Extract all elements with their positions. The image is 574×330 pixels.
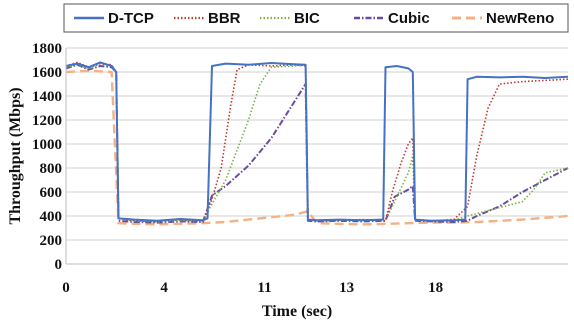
x-axis-title: Time (sec) — [262, 303, 332, 320]
x-tick-label-0: 0 — [62, 280, 70, 296]
y-tick-label-600: 600 — [40, 185, 63, 201]
y-tick-label-1000: 1000 — [32, 137, 62, 153]
axis-layer: 0 200 400 600 800 1000 1200 1400 1600 1800 0 4 11 13 1… — [32, 41, 568, 296]
legend-label-bic: BIC — [294, 10, 320, 27]
legend-label-newreno: NewReno — [486, 10, 554, 27]
legend: D-TCP BBR BIC Cubic NewReno — [63, 3, 569, 33]
legend-box — [63, 3, 569, 33]
y-tick-label-400: 400 — [40, 209, 63, 225]
grid-layer — [66, 47, 568, 265]
series-layer — [65, 61, 569, 226]
y-tick-label-1800: 1800 — [32, 41, 62, 57]
series-line-d-tcp — [65, 61, 569, 222]
legend-label-bbr: BBR — [208, 10, 241, 27]
series-line-newreno — [65, 69, 569, 226]
y-tick-label-1400: 1400 — [32, 89, 62, 105]
series-line-bbr — [65, 61, 569, 223]
legend-label-d-tcp: D-TCP — [108, 10, 154, 27]
y-tick-label-1200: 1200 — [32, 113, 62, 129]
x-tick-label-4: 18 — [428, 280, 443, 296]
y-tick-label-0: 0 — [55, 257, 63, 273]
series-line-bic — [65, 62, 569, 223]
x-tick-label-3: 13 — [339, 280, 354, 296]
y-tick-label-1600: 1600 — [32, 65, 62, 81]
y-tick-label-200: 200 — [40, 233, 63, 249]
x-tick-label-2: 11 — [257, 280, 271, 296]
legend-label-cubic: Cubic — [388, 10, 430, 27]
x-tick-label-1: 4 — [160, 280, 168, 296]
y-tick-label-800: 800 — [40, 161, 63, 177]
y-axis-title: Throughput (Mbps) — [7, 87, 24, 224]
